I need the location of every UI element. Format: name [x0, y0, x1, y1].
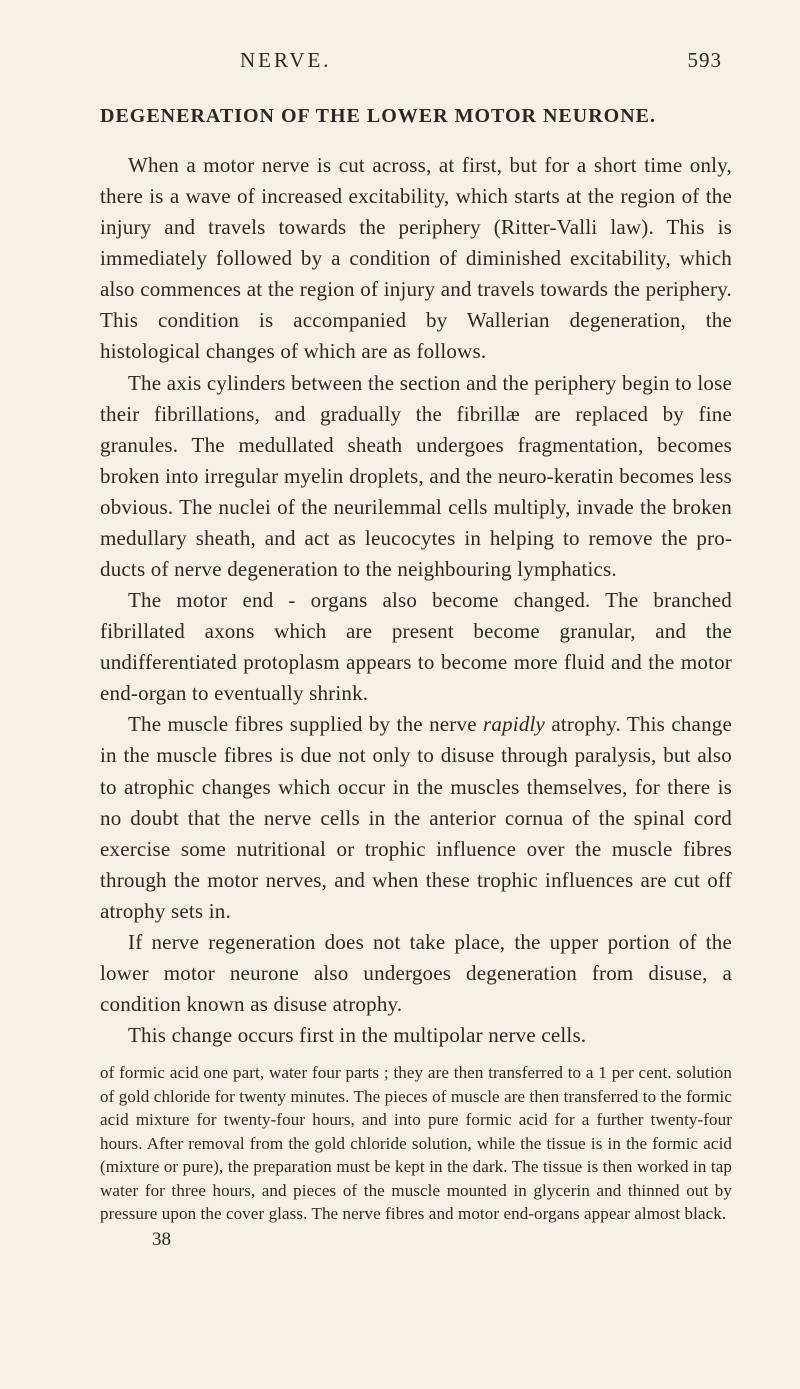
paragraph-1: When a motor nerve is cut across, at fir…	[100, 150, 732, 368]
section-title: DEGENERATION OF THE LOWER MOTOR NEURONE.	[100, 105, 732, 128]
footnote-text: of formic acid one part, water four part…	[100, 1061, 732, 1225]
running-head: NERVE.	[240, 48, 332, 73]
paragraph-6: This change occurs first in the multipol…	[100, 1020, 732, 1051]
paragraph-4: The muscle fibres supplied by the nerve …	[100, 709, 732, 927]
signature-number: 38	[152, 1229, 732, 1251]
paragraph-2: The axis cylinders between the section a…	[100, 368, 732, 586]
book-page: NERVE. 593 DEGENERATION OF THE LOWER MOT…	[0, 0, 800, 1389]
p4-a: The muscle fibres supplied by the nerve	[128, 712, 483, 736]
p4-b: atrophy. This change in the muscle fibre…	[100, 712, 732, 922]
p4-italic: rapidly	[483, 712, 545, 736]
page-number: 593	[688, 48, 723, 73]
body-text: When a motor nerve is cut across, at fir…	[100, 150, 732, 1051]
paragraph-5: If nerve regeneration does not take plac…	[100, 927, 732, 1020]
page-header: NERVE. 593	[100, 48, 732, 73]
paragraph-3: The motor end - organs also become chang…	[100, 585, 732, 709]
